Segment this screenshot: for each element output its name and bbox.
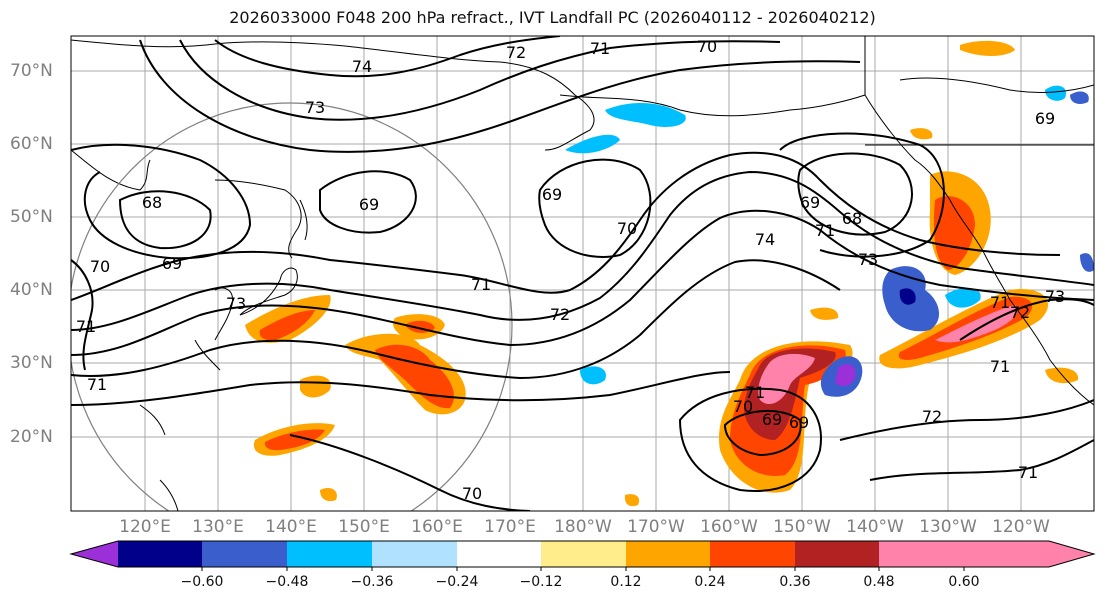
contour-label: 71 xyxy=(471,275,491,294)
lon-label: 150°W xyxy=(773,517,831,537)
contour-label: 69 xyxy=(359,195,379,214)
contour-label-group: 74 72 71 70 73 68 69 69 69 70 71 69 70 7… xyxy=(76,37,1065,503)
lon-label: 130°W xyxy=(919,517,977,537)
lat-label: 40°N xyxy=(10,280,53,300)
colorbar-cell-10 xyxy=(879,541,964,567)
contour-label: 68 xyxy=(142,193,162,212)
contour-label: 69 xyxy=(1035,109,1055,128)
coastlines xyxy=(71,36,1094,511)
lon-label: 160°W xyxy=(700,517,758,537)
contour-label: 72 xyxy=(550,305,570,324)
colorbar-tick: −0.60 xyxy=(180,574,224,590)
distance-ring xyxy=(71,102,513,511)
colorbar xyxy=(69,540,1096,571)
lon-label: 180°W xyxy=(554,517,612,537)
contour-label: 71 xyxy=(1018,463,1038,482)
colorbar-outline xyxy=(69,540,1096,568)
colorbar-tick: 0.24 xyxy=(694,574,726,590)
figure-title: 2026033000 F048 200 hPa refract., IVT La… xyxy=(229,8,876,27)
contour-label: 73 xyxy=(858,250,878,269)
contour-label: 69 xyxy=(542,185,562,204)
contour-label: 71 xyxy=(990,293,1010,312)
colorbar-tick: −0.48 xyxy=(265,574,309,590)
colorbar-tick: 0.60 xyxy=(948,574,980,590)
lat-label: 70°N xyxy=(10,61,53,81)
contour-label: 70 xyxy=(617,219,637,238)
contour-label: 70 xyxy=(697,37,717,56)
lat-label: 60°N xyxy=(10,134,53,154)
contour-label: 71 xyxy=(590,39,610,58)
contour-label: 69 xyxy=(789,413,809,432)
colorbar-cell-6 xyxy=(541,541,626,567)
lon-label: 140°E xyxy=(265,517,317,537)
lat-label: 50°N xyxy=(10,207,53,227)
colorbar-cell-7 xyxy=(626,541,710,567)
contour-label: 70 xyxy=(90,257,110,276)
contour-label: 71 xyxy=(815,221,835,240)
colorbar-cell-2 xyxy=(202,541,287,567)
colorbar-cell-8 xyxy=(710,541,795,567)
lon-label: 140°W xyxy=(846,517,904,537)
colorbar-cell-5 xyxy=(457,541,541,567)
colorbar-tick: 0.12 xyxy=(610,574,642,590)
contour-label: 69 xyxy=(762,410,782,429)
colorbar-tick: −0.12 xyxy=(519,574,563,590)
contours xyxy=(71,36,1094,511)
lon-label: 170°E xyxy=(484,517,536,537)
contour-label: 69 xyxy=(800,193,820,212)
lon-label: 170°W xyxy=(627,517,685,537)
colorbar-cell-3 xyxy=(287,541,372,567)
lon-label: 150°E xyxy=(338,517,390,537)
contour-label: 73 xyxy=(1045,287,1065,306)
colorbar-tick: 0.36 xyxy=(779,574,811,590)
contour-label: 73 xyxy=(305,98,325,117)
colorbar-cell-11 xyxy=(964,541,1049,567)
contour-label: 71 xyxy=(76,317,96,336)
colorbar-cell-9 xyxy=(795,541,879,567)
lon-label: 160°E xyxy=(411,517,463,537)
colorbar-tick: −0.24 xyxy=(435,574,479,590)
contour-label: 74 xyxy=(755,230,775,249)
lon-label: 130°E xyxy=(192,517,244,537)
colorbar-cell-0 xyxy=(71,541,118,567)
contour-label: 68 xyxy=(842,209,862,228)
contour-label: 74 xyxy=(352,57,372,76)
lat-label: 20°N xyxy=(10,427,53,447)
colorbar-cell-1 xyxy=(118,541,202,567)
contour-label: 71 xyxy=(990,357,1010,376)
colorbar-cell-12 xyxy=(1049,541,1094,567)
contour-label: 73 xyxy=(226,294,246,313)
contour-label: 72 xyxy=(506,43,526,62)
map-frame xyxy=(70,35,1095,512)
contour-label: 71 xyxy=(87,375,107,394)
contour-label: 72 xyxy=(922,407,942,426)
lon-label: 120°E xyxy=(119,517,171,537)
colorbar-tick: −0.36 xyxy=(350,574,394,590)
colorbar-cell-4 xyxy=(372,541,457,567)
colorbar-tick: 0.48 xyxy=(863,574,895,590)
contour-label: 71 xyxy=(745,383,765,402)
shaded-field xyxy=(245,40,1094,507)
lon-label: 120°W xyxy=(992,517,1050,537)
contour-label: 70 xyxy=(733,397,753,416)
contour-label: 69 xyxy=(162,254,182,273)
contour-label: 72 xyxy=(1010,303,1030,322)
contour-label: 70 xyxy=(462,484,482,503)
lat-label: 30°N xyxy=(10,353,53,373)
